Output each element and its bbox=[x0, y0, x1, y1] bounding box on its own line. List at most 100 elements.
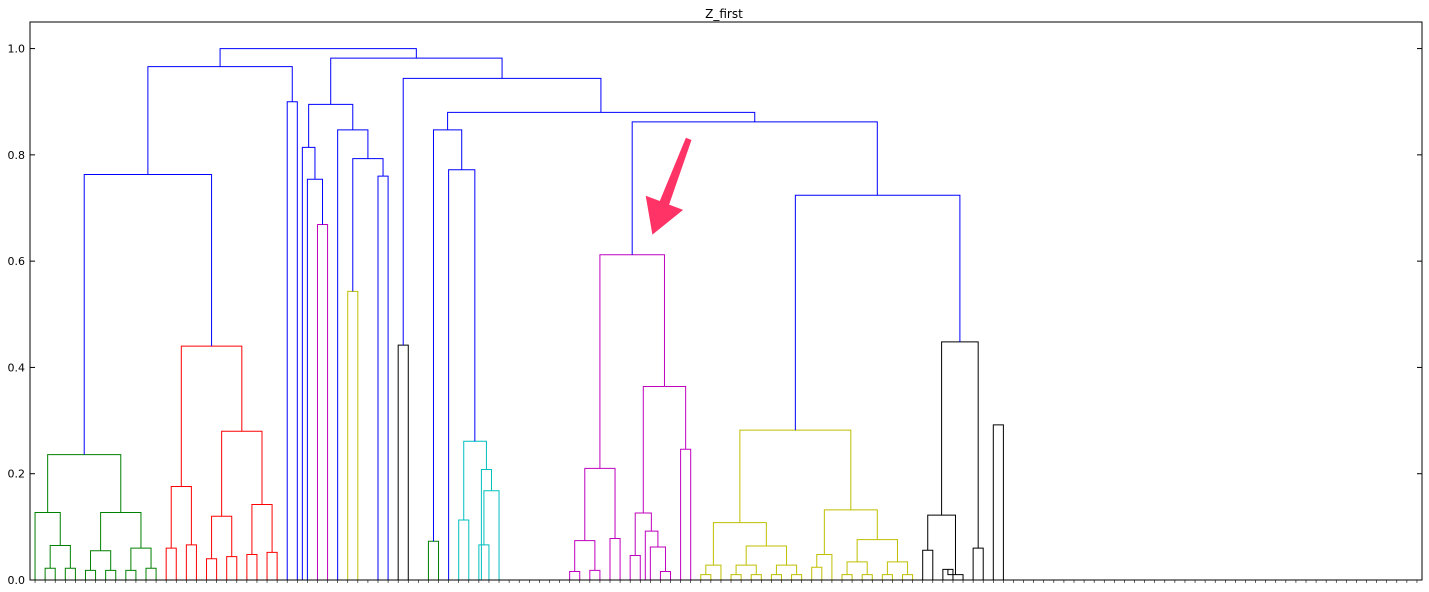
dendrogram-link bbox=[397, 344, 409, 580]
y-axis: 0.0 0.2 0.4 0.6 0.8 1.0 bbox=[8, 43, 1422, 587]
dendrogram-link bbox=[44, 567, 56, 580]
dendrogram-link bbox=[644, 530, 659, 580]
dendrogram-link bbox=[347, 290, 359, 580]
dendrogram-link bbox=[609, 538, 621, 580]
dendrogram-link bbox=[794, 194, 961, 431]
dendrogram-link bbox=[770, 574, 782, 580]
dendrogram-link bbox=[301, 146, 316, 580]
dendrogram-link bbox=[125, 569, 137, 580]
dendrogram-link bbox=[649, 546, 666, 580]
dendrogram-link bbox=[705, 564, 722, 580]
y-tick-label: 0.6 bbox=[8, 255, 26, 268]
dendrogram-link bbox=[478, 544, 490, 580]
dendrogram-link bbox=[170, 485, 192, 549]
dendrogram-link bbox=[105, 569, 117, 580]
y-tick-label: 0.0 bbox=[8, 574, 26, 587]
dendrogram-link bbox=[700, 574, 712, 580]
dendrogram-link bbox=[49, 544, 71, 569]
dendrogram-link bbox=[330, 57, 503, 105]
dendrogram-link bbox=[631, 121, 878, 255]
dendrogram-link bbox=[941, 341, 979, 549]
dendrogram-link bbox=[775, 564, 798, 575]
dendrogram-link bbox=[130, 547, 152, 571]
dendrogram-link bbox=[308, 103, 354, 148]
dendrogram-link bbox=[972, 547, 984, 580]
dendrogram-link bbox=[83, 174, 213, 455]
dendrogram-link bbox=[927, 514, 956, 575]
dendrogram-link bbox=[447, 111, 756, 130]
dendrogram-link bbox=[377, 175, 389, 580]
dendrogram-link bbox=[206, 558, 218, 580]
dendrogram-link bbox=[246, 553, 258, 580]
dendrogram-link bbox=[735, 564, 757, 575]
dendrogram-link bbox=[180, 345, 243, 487]
dendrogram-link bbox=[791, 574, 803, 580]
dendrogram-link bbox=[251, 504, 273, 555]
chart-title: Z_first bbox=[705, 7, 743, 21]
dendrogram-link bbox=[902, 574, 914, 580]
dendrogram-link bbox=[185, 544, 197, 580]
dendrogram-link bbox=[145, 567, 157, 580]
dendrogram-link bbox=[811, 566, 823, 580]
dendrogram-link bbox=[730, 574, 742, 580]
y-tick-label: 1.0 bbox=[8, 43, 26, 56]
dendrogram-link bbox=[34, 512, 61, 580]
dendrogram-link bbox=[841, 574, 853, 580]
dendrogram-link bbox=[659, 570, 672, 580]
y-tick-label: 0.8 bbox=[8, 149, 26, 162]
dendrogram-link bbox=[480, 468, 492, 580]
dendrogram-link bbox=[483, 490, 500, 580]
dendrogram-link bbox=[84, 569, 97, 580]
dendrogram-link bbox=[750, 574, 762, 580]
dendrogram-link bbox=[745, 545, 788, 566]
dendrogram-link bbox=[147, 66, 293, 175]
dendrogram-link bbox=[739, 429, 852, 523]
dendrogram-link bbox=[922, 549, 934, 580]
y-tick-label: 0.4 bbox=[8, 361, 26, 374]
dendrogram-link bbox=[402, 77, 602, 346]
dendrogram-link bbox=[947, 569, 964, 580]
dendrogram-link bbox=[306, 178, 324, 580]
dendrogram-link bbox=[352, 158, 384, 292]
dendrogram-link bbox=[427, 540, 440, 580]
dendrogram-link bbox=[599, 254, 665, 469]
dendrogram-link bbox=[569, 570, 581, 580]
dendrogram-link bbox=[584, 467, 616, 541]
dendrogram-link bbox=[992, 424, 1004, 580]
dendrogram-link bbox=[47, 454, 122, 513]
dendrogram-link bbox=[165, 547, 177, 580]
dendrogram-link bbox=[574, 540, 596, 572]
dendrogram-link bbox=[316, 223, 329, 580]
dendrogram-link bbox=[881, 574, 893, 580]
dendrogram-link bbox=[886, 561, 909, 575]
dendrogram-link bbox=[589, 569, 601, 580]
dendrogram-link bbox=[226, 556, 238, 580]
dendrogram-link bbox=[629, 555, 641, 580]
dendrogram-link bbox=[219, 48, 417, 67]
plot-frame bbox=[29, 21, 1423, 581]
y-tick-label: 0.2 bbox=[8, 468, 26, 481]
dendrogram-link bbox=[861, 574, 873, 580]
dendrogram-link bbox=[458, 519, 470, 580]
dendrogram-link bbox=[856, 539, 898, 562]
dendrogram-link bbox=[463, 440, 487, 520]
dendrogram-link bbox=[823, 509, 878, 555]
dendrogram-link bbox=[221, 430, 263, 517]
dendrogram-link bbox=[64, 567, 76, 580]
dendrogram-link bbox=[90, 550, 112, 571]
dendrogram-link bbox=[642, 386, 687, 514]
dendrogram-link bbox=[100, 512, 142, 551]
dendrogram-link bbox=[286, 101, 298, 580]
dendrogram-link bbox=[712, 522, 767, 566]
dendrogram-link bbox=[680, 448, 692, 580]
annotation-arrow bbox=[645, 137, 692, 235]
dendrogram-link bbox=[432, 129, 463, 542]
dendrogram-link bbox=[211, 515, 233, 559]
dendrogram-link bbox=[266, 551, 278, 580]
dendrogram-link bbox=[448, 169, 476, 580]
arrow-shape bbox=[645, 137, 692, 235]
dendrogram-link bbox=[846, 561, 868, 575]
dendrogram-links bbox=[34, 48, 1004, 580]
dendrogram-link bbox=[634, 512, 652, 556]
